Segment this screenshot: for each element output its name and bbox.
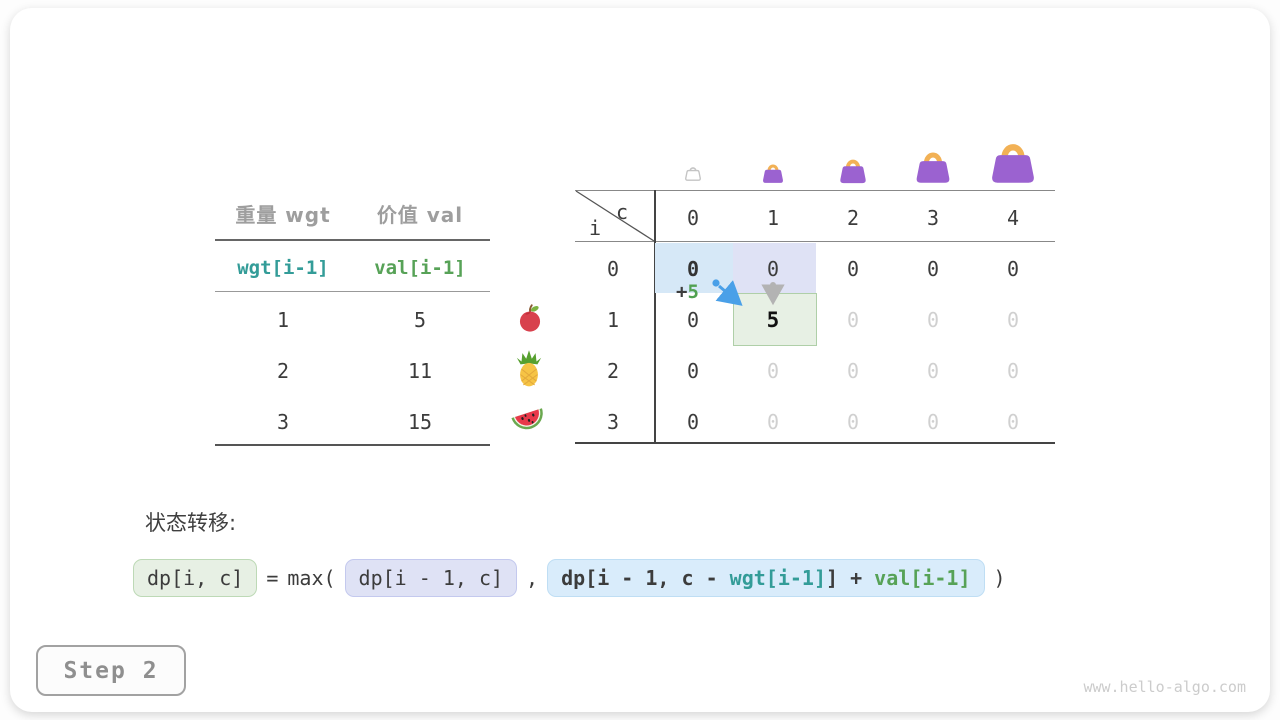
dp-corner-col-var: c — [616, 200, 629, 224]
watermelon-icon — [511, 408, 543, 430]
dp-cell-2-2: 0 — [846, 359, 860, 383]
dp-row-header: 3 — [606, 410, 620, 434]
formula-arg2-wgt: wgt[i-1] — [729, 566, 826, 590]
dp-row-header: 0 — [606, 257, 620, 281]
transition-heading: 状态转移: — [145, 511, 237, 535]
items-subheader-val: val[i-1] — [374, 257, 466, 279]
dp-cell-3-4: 0 — [1006, 410, 1020, 434]
dp-table-rule-bottom — [575, 442, 1055, 444]
bag-capacity-1-icon — [763, 164, 783, 183]
add-value-annotation: +5 — [676, 281, 699, 303]
dp-cell-2-1: 0 — [766, 359, 780, 383]
item-value: 11 — [407, 359, 433, 383]
watermark: www.hello-algo.com — [1083, 678, 1246, 696]
dp-cell-1-4: 0 — [1006, 308, 1020, 332]
dp-cell-0-0: 0 — [686, 257, 700, 281]
dp-cell-1-1: 5 — [766, 308, 780, 332]
formula-arg2-part1: dp[i - 1, c - — [561, 566, 730, 590]
dp-cell-0-1: 0 — [766, 257, 780, 281]
formula-arg1-pill: dp[i - 1, c] — [344, 559, 518, 597]
items-col-weight-header: 重量 wgt — [235, 203, 331, 227]
dp-col-header: 2 — [846, 206, 860, 230]
formula-close-paren: ) — [993, 566, 1006, 590]
item-weight: 1 — [276, 308, 290, 332]
bag-capacity-4-icon — [992, 144, 1034, 183]
dp-cell-1-3: 0 — [926, 308, 940, 332]
dp-cell-2-3: 0 — [926, 359, 940, 383]
formula-arg2-val: val[i-1] — [874, 566, 971, 590]
dp-cell-0-4: 0 — [1006, 257, 1020, 281]
dp-row-header: 2 — [606, 359, 620, 383]
item-value: 5 — [413, 308, 427, 332]
step-badge: Step 2 — [36, 645, 186, 696]
dp-table-rule-vertical — [654, 190, 656, 443]
dp-table-rule-top — [575, 190, 1055, 191]
added-value: 5 — [687, 281, 699, 303]
dp-cell-0-3: 0 — [926, 257, 940, 281]
pineapple-icon — [516, 350, 542, 387]
formula-arg2-pill: dp[i - 1, c - wgt[i-1]] + val[i-1] — [547, 559, 985, 597]
step-label: Step 2 — [63, 657, 159, 684]
item-weight: 2 — [276, 359, 290, 383]
dp-col-header: 0 — [686, 206, 700, 230]
item-value: 15 — [407, 410, 433, 434]
dp-cell-1-0: 0 — [686, 308, 700, 332]
apple-icon — [519, 304, 541, 332]
formula-max-open: max( — [287, 566, 336, 590]
dp-table-rule-header — [575, 241, 1055, 242]
items-col-value-header: 价值 val — [376, 203, 464, 227]
dp-corner-row-var: i — [589, 216, 602, 240]
dp-cell-1-2: 0 — [846, 308, 860, 332]
highlight-cell-current — [733, 293, 817, 346]
item-weight: 3 — [276, 410, 290, 434]
formula-lhs-pill: dp[i, c] — [133, 559, 258, 597]
dp-cell-3-3: 0 — [926, 410, 940, 434]
plus-sign: + — [676, 281, 688, 303]
dp-cell-3-2: 0 — [846, 410, 860, 434]
items-table-rule-mid — [215, 291, 490, 292]
items-table-rule-top — [215, 239, 490, 241]
formula-equals: = — [266, 566, 279, 590]
bag-capacity-0-icon — [685, 167, 701, 181]
dp-col-header: 4 — [1006, 206, 1020, 230]
dp-cell-2-0: 0 — [686, 359, 700, 383]
items-table-rule-bottom — [215, 444, 490, 446]
dp-cell-3-0: 0 — [686, 410, 700, 434]
transition-formula: dp[i, c] = max( dp[i - 1, c] , dp[i - 1,… — [133, 559, 1015, 597]
items-subheader-wgt: wgt[i-1] — [237, 257, 329, 279]
bag-capacity-2-icon — [840, 159, 866, 184]
formula-arg2-part2: ] + — [826, 566, 875, 590]
dp-col-header: 3 — [926, 206, 940, 230]
bag-capacity-3-icon — [916, 152, 950, 183]
dp-cell-3-1: 0 — [766, 410, 780, 434]
dp-row-header: 1 — [606, 308, 620, 332]
dp-cell-2-4: 0 — [1006, 359, 1020, 383]
dp-cell-0-2: 0 — [846, 257, 860, 281]
dp-col-header: 1 — [766, 206, 780, 230]
formula-comma: , — [526, 566, 539, 590]
